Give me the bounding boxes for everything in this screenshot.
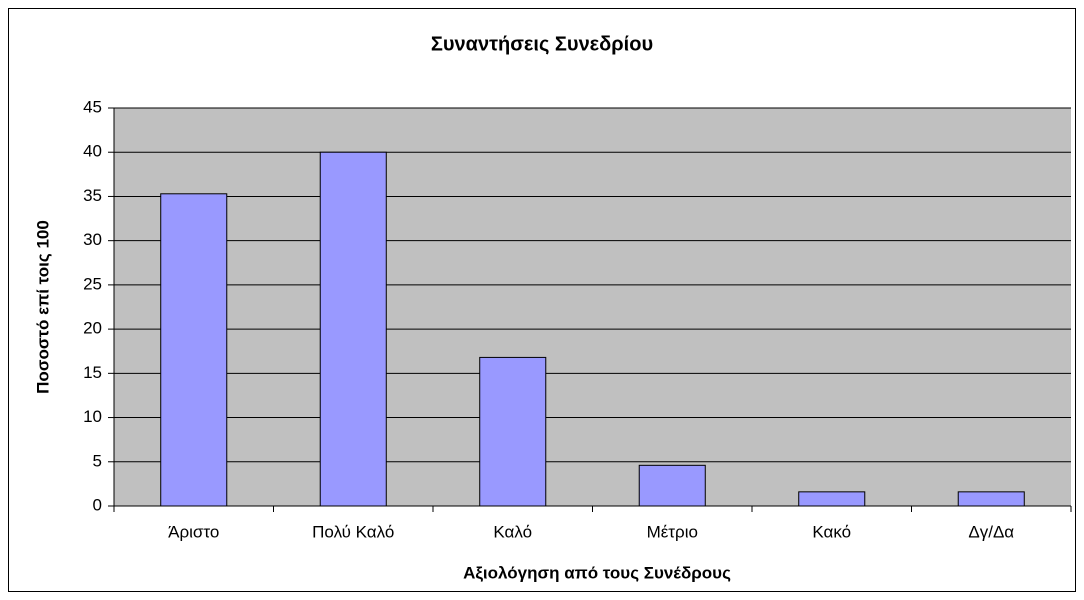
bar: [957, 491, 1025, 507]
x-tick-label: Κακό: [812, 522, 851, 541]
y-tick-label: 0: [93, 495, 102, 514]
y-tick-label: 45: [83, 97, 102, 116]
x-tick-label: Πολύ Καλό: [312, 522, 394, 541]
y-axis-label: Ποσοστό επί τοις 100: [33, 220, 52, 394]
bar: [479, 356, 547, 507]
bar: [638, 464, 706, 507]
x-tick-label: Άριστο: [168, 522, 219, 541]
y-tick-label: 5: [93, 451, 102, 470]
x-tick-label: Μέτριο: [647, 522, 698, 541]
bar: [798, 491, 866, 507]
x-axis-label: Αξιολόγηση από τους Συνέδρους: [463, 563, 731, 582]
y-tick-label: 10: [83, 407, 102, 426]
plot-area: [114, 108, 1071, 506]
bar: [160, 193, 228, 507]
y-tick-label: 20: [83, 319, 102, 338]
y-tick-label: 15: [83, 363, 102, 382]
y-tick-label: 30: [83, 230, 102, 249]
chart-title: Συναντήσεις Συνεδρίου: [431, 33, 653, 55]
y-tick-label: 25: [83, 274, 102, 293]
y-tick-label: 35: [83, 186, 102, 205]
bar: [319, 151, 387, 507]
x-tick-label: Καλό: [493, 522, 532, 541]
x-tick-label: Δγ/Δα: [968, 522, 1014, 541]
y-tick-label: 40: [83, 142, 102, 161]
